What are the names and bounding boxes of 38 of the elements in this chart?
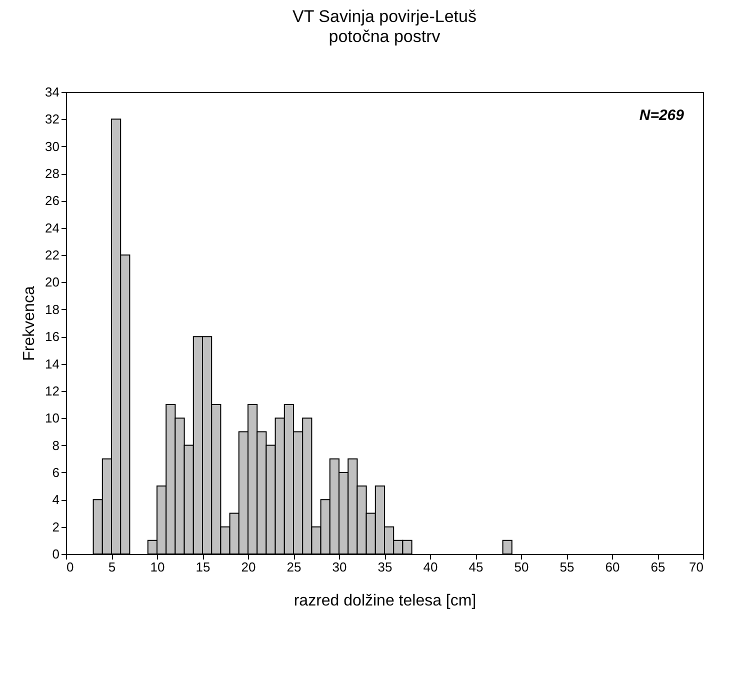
y-axis-title: Frekvenca [21,286,38,361]
x-tick-label: 50 [514,560,529,574]
x-tick-label: 55 [560,560,574,574]
y-tick-label: 24 [45,220,60,236]
x-tick-label: 5 [108,560,116,574]
x-tick-label: 0 [66,560,74,574]
annotation: N=269 [639,107,685,124]
y-tick-label: 2 [52,519,60,534]
chart-subtitle: potočna postrv [328,27,441,46]
y-tick-label: 22 [45,248,60,263]
x-tick-label: 25 [286,560,302,574]
x-axis-title: razred dolžine telesa [cm] [294,592,476,610]
y-tick-label: 8 [52,438,60,453]
chart-title: VT Savinja povirje-Letuš [292,7,476,26]
x-tick-label: 70 [689,560,704,574]
x-tick-label: 60 [605,560,620,574]
y-tick-label: 32 [45,112,60,127]
y-tick-label: 26 [45,193,60,208]
y-tick-label: 0 [52,546,60,562]
y-tick-label: 6 [52,464,60,480]
y-tick-label: 28 [45,166,60,182]
y-tick-label: 12 [45,383,60,398]
y-tick-label: 30 [45,138,60,154]
y-tick-label: 18 [45,302,60,317]
y-tick-label: 34 [45,84,60,100]
y-tick-label: 4 [52,492,60,508]
y-tick-label: 14 [45,356,60,372]
x-tick-label: 45 [468,560,484,574]
x-tick-label: 15 [196,560,210,574]
y-tick-label: 10 [45,410,60,426]
x-tick-label: 35 [378,560,392,574]
y-tick-label: 20 [45,274,60,290]
x-tick-label: 30 [332,560,347,574]
x-tick-label: 10 [150,560,165,574]
y-tick-label: 16 [45,329,60,344]
x-tick-label: 20 [241,560,256,574]
x-tick-label: 65 [650,560,666,574]
x-tick-label: 40 [423,560,438,574]
